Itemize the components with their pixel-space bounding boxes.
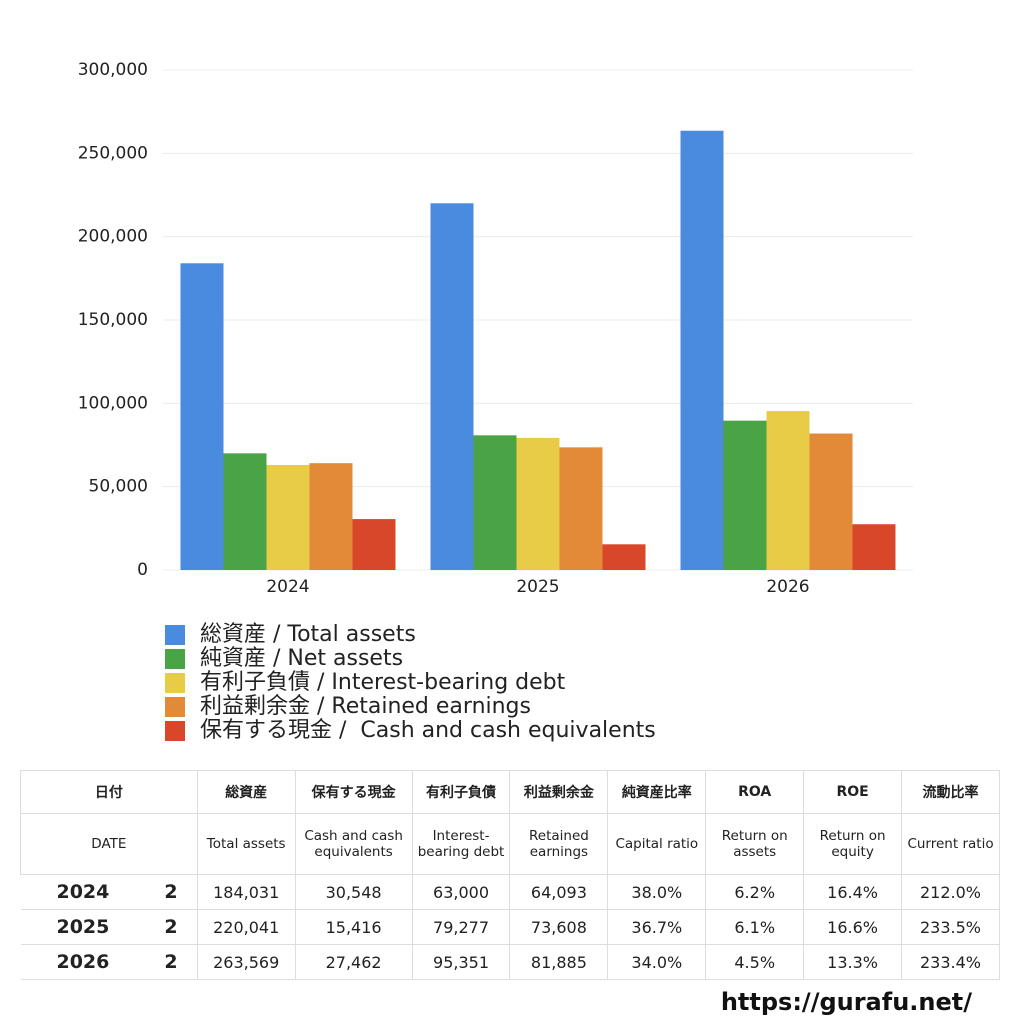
table-row: DATE Total assets Cash and cash equivalent… bbox=[20, 813, 1000, 875]
table-cell: 2025 bbox=[20, 909, 146, 945]
table-cell: Total assets bbox=[196, 813, 296, 875]
table-cell: 184,031 bbox=[196, 874, 296, 910]
table-cell: 総資産 bbox=[196, 770, 296, 814]
bar bbox=[516, 437, 560, 570]
bar bbox=[180, 263, 224, 570]
bar bbox=[309, 463, 353, 570]
table-cell: 4.5% bbox=[705, 944, 805, 980]
legend-swatch bbox=[165, 697, 185, 717]
table-cell: DATE bbox=[20, 813, 198, 875]
bar bbox=[766, 411, 810, 570]
table-cell: 220,041 bbox=[196, 909, 296, 945]
table-cell: 212.0% bbox=[901, 874, 1000, 910]
legend-label: 総資産 / Total assets bbox=[200, 622, 416, 647]
table-cell: Retained earnings bbox=[509, 813, 609, 875]
table-cell: 2026 bbox=[20, 944, 146, 980]
footer-url: https://gurafu.net/ bbox=[720, 988, 972, 1016]
table-cell: 233.4% bbox=[901, 944, 1000, 980]
table-cell: 233.5% bbox=[901, 909, 1000, 945]
y-tick-label: 200,000 bbox=[78, 227, 148, 247]
table-cell: Cash and cash equivalents bbox=[294, 813, 413, 875]
table-cell: 73,608 bbox=[509, 909, 609, 945]
legend-label: 利益剰余金 / Retained earnings bbox=[200, 694, 531, 719]
table-cell: 36.7% bbox=[607, 909, 707, 945]
bar bbox=[430, 203, 474, 570]
legend-swatch bbox=[165, 721, 185, 741]
bar bbox=[723, 420, 767, 570]
legend-swatch bbox=[165, 625, 185, 645]
table-cell: 81,885 bbox=[509, 944, 609, 980]
table-row: 2024 2 184,031 30,548 63,000 64,093 38.0% 6.2% 1… bbox=[20, 874, 1000, 910]
bar bbox=[473, 435, 517, 570]
table-cell: 6.1% bbox=[705, 909, 805, 945]
table-cell: ROE bbox=[803, 770, 903, 814]
table-row: 2025 2 220,041 15,416 79,277 73,608 36.7% 6.1% 1… bbox=[20, 909, 1000, 945]
table-cell: 流動比率 bbox=[901, 770, 1000, 814]
table-cell: 2 bbox=[145, 944, 198, 980]
data-table: 日付 総資産 保有する現金 有利子負債 利益剰余金 純資産比率 ROA ROE 流動比率 DATE… bbox=[20, 770, 1000, 980]
x-tick-label: 2024 bbox=[266, 577, 309, 597]
table-cell: 2 bbox=[145, 874, 198, 910]
bar bbox=[559, 447, 603, 570]
table-cell: 79,277 bbox=[411, 909, 511, 945]
table-cell: 63,000 bbox=[411, 874, 511, 910]
y-tick-label: 0 bbox=[137, 560, 148, 580]
table-cell: 16.6% bbox=[803, 909, 903, 945]
table-cell: 30,548 bbox=[294, 874, 413, 910]
x-tick-label: 2026 bbox=[766, 577, 809, 597]
table-row: 2026 2 263,569 27,462 95,351 81,885 34.0% 4.5% 1… bbox=[20, 944, 1000, 980]
bar bbox=[266, 465, 310, 570]
bar bbox=[680, 130, 724, 571]
table-cell: 38.0% bbox=[607, 874, 707, 910]
table-cell: 2024 bbox=[20, 874, 146, 910]
table-cell: 2 bbox=[145, 909, 198, 945]
table-cell: 純資産比率 bbox=[607, 770, 707, 814]
legend-swatch bbox=[165, 649, 185, 669]
y-tick-label: 300,000 bbox=[78, 60, 148, 80]
legend-label: 純資産 / Net assets bbox=[200, 646, 403, 671]
bar bbox=[223, 453, 267, 570]
table-cell: Return on equity bbox=[803, 813, 903, 875]
table-cell: 13.3% bbox=[803, 944, 903, 980]
bar bbox=[852, 524, 896, 570]
table-cell: 263,569 bbox=[196, 944, 296, 980]
legend-label: 保有する現金 / Cash and cash equivalents bbox=[200, 718, 656, 743]
table-cell: 有利子負債 bbox=[411, 770, 511, 814]
table-cell: 16.4% bbox=[803, 874, 903, 910]
legend-swatch bbox=[165, 673, 185, 693]
table-cell: 6.2% bbox=[705, 874, 805, 910]
bar bbox=[602, 544, 646, 570]
table-cell: 保有する現金 bbox=[294, 770, 413, 814]
y-tick-label: 150,000 bbox=[78, 310, 148, 330]
table-cell: ROA bbox=[705, 770, 805, 814]
table-row: 日付 総資産 保有する現金 有利子負債 利益剰余金 純資産比率 ROA ROE 流動比率 bbox=[20, 770, 1000, 814]
table-cell: Capital ratio bbox=[607, 813, 707, 875]
x-tick-label: 2025 bbox=[516, 577, 559, 597]
table-cell: 64,093 bbox=[509, 874, 609, 910]
y-tick-label: 50,000 bbox=[89, 477, 148, 497]
table-cell: 利益剰余金 bbox=[509, 770, 609, 814]
legend-label: 有利子負債 / Interest-bearing debt bbox=[200, 670, 566, 695]
bar bbox=[352, 519, 396, 570]
table-cell: 27,462 bbox=[294, 944, 413, 980]
table-cell: Current ratio bbox=[901, 813, 1000, 875]
table-cell: 34.0% bbox=[607, 944, 707, 980]
y-tick-label: 250,000 bbox=[78, 143, 148, 163]
table-cell: 日付 bbox=[20, 770, 198, 814]
table-cell: Interest-bearing debt bbox=[411, 813, 511, 875]
bar bbox=[809, 433, 853, 570]
chart: 0 50,000 100,000 150,000 200,000 250,000 300,0… bbox=[78, 60, 913, 743]
y-tick-label: 100,000 bbox=[78, 393, 148, 413]
table-cell: 15,416 bbox=[294, 909, 413, 945]
table-cell: 95,351 bbox=[411, 944, 511, 980]
table-cell: Return on assets bbox=[705, 813, 805, 875]
